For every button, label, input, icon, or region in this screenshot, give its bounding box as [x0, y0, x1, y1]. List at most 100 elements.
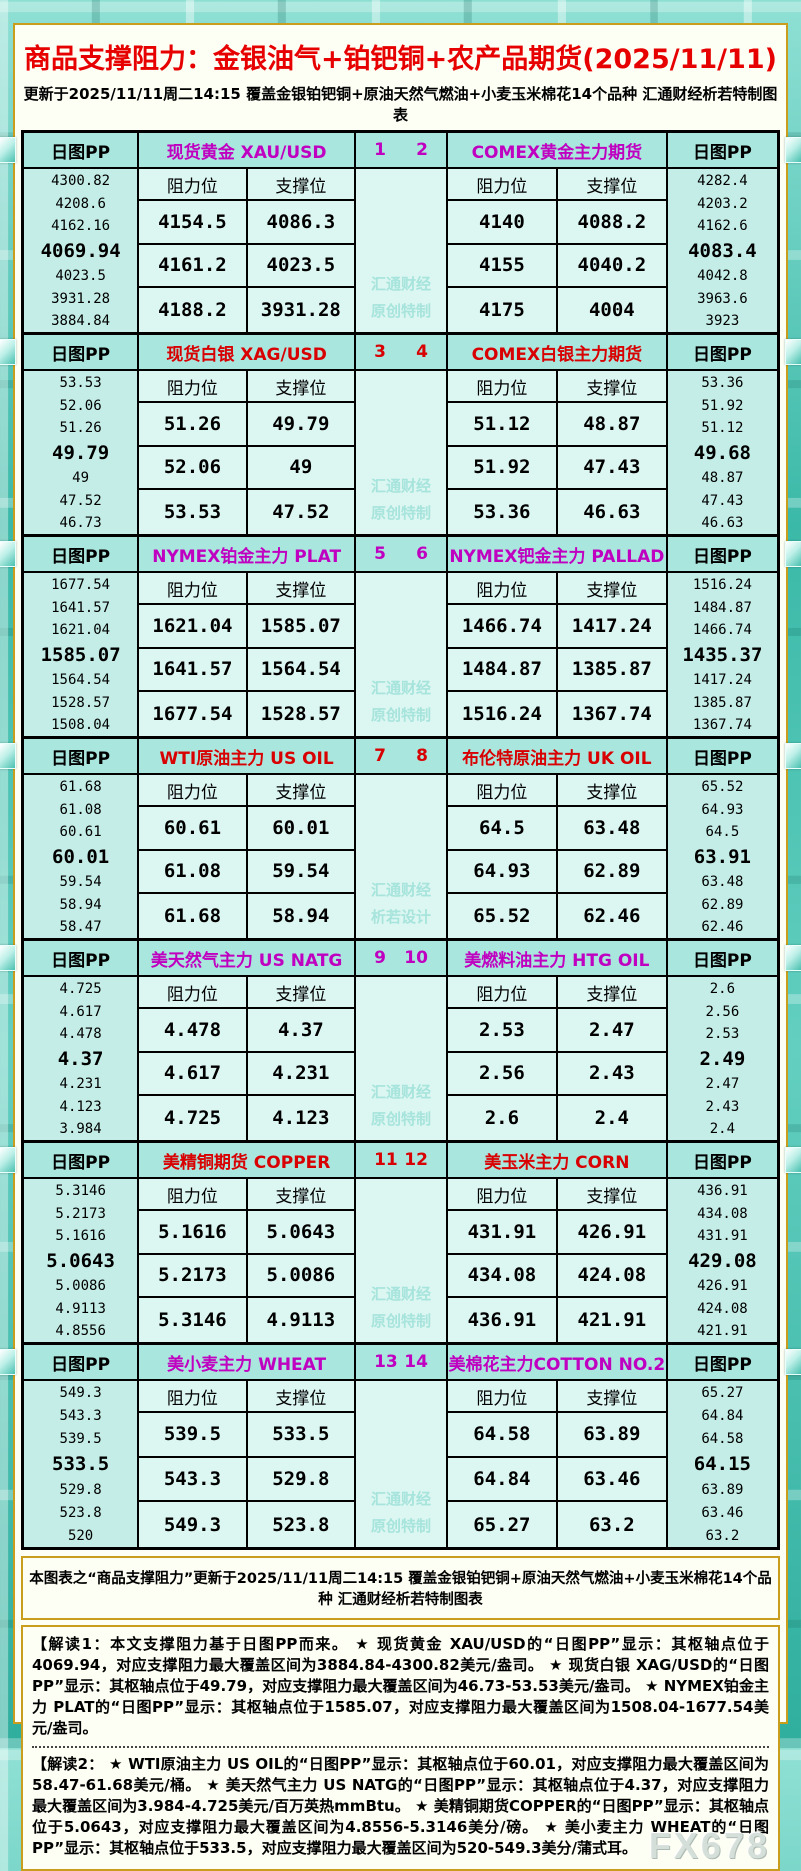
support-value: 4088.2: [557, 201, 668, 245]
pivot-value-central: 4069.94: [40, 239, 121, 262]
edge-gem-right: [785, 945, 801, 971]
pivot-column-left: 1677.54 1641.57 1621.04 1585.07 1564.54 1528.…: [24, 573, 140, 736]
panel-numbers: 13 14: [356, 1345, 448, 1379]
watermark-line-2: 原创特制: [370, 1517, 431, 1536]
support-header: 支撑位: [557, 1381, 668, 1413]
pivot-value: 64.5: [705, 824, 740, 840]
instrument-title-left: 美天然气主力 US NATG: [139, 941, 357, 975]
sr-table-left: 阻力位 支撑位 60.61 60.01 61.08 59.54 61.68 58.94: [139, 775, 357, 938]
watermark-column: 汇通财经 原创特制: [356, 169, 448, 332]
resistance-header: 阻力位: [139, 371, 248, 403]
pivot-value: 4.123: [59, 1098, 102, 1115]
pivot-value: 63.48: [701, 874, 744, 890]
sr-table-left: 阻力位 支撑位 5.1616 5.0643 5.2173 5.0086 5.3146 4.91…: [139, 1179, 357, 1342]
panel-body: 53.53 52.06 51.26 49.79 49 47.52 46.73 阻力位 支撑位 51…: [24, 371, 777, 534]
edge-gem-left: [0, 339, 16, 365]
edge-gem-right: [785, 541, 801, 567]
support-header: 支撑位: [557, 1179, 668, 1211]
pivot-value: 1417.24: [692, 672, 752, 688]
resistance-header: 阻力位: [447, 1381, 558, 1413]
watermark-text: 汇通财经 原创特制: [356, 1281, 446, 1337]
panel-number-right: 12: [404, 1150, 428, 1170]
support-value: 2.43: [557, 1052, 668, 1097]
support-value: 1585.07: [247, 605, 357, 649]
resistance-header: 阻力位: [447, 775, 558, 807]
instrument-title-left: NYMEX铂金主力 PLAT: [139, 537, 357, 571]
pivot-column-right: 65.52 64.93 64.5 63.91 63.48 62.89 62.46: [667, 775, 777, 938]
panel-numbers: 9 10: [356, 941, 448, 975]
pivot-column-right: 65.27 64.84 64.58 64.15 63.89 63.46 63.2: [667, 1381, 777, 1547]
pivot-value: 4.9113: [55, 1300, 106, 1317]
watermark-column: 汇通财经 原创特制: [356, 1179, 448, 1342]
edge-gem-left: [0, 1349, 16, 1375]
pivot-value: 2.47: [705, 1076, 740, 1092]
panel-number-right: 2: [416, 140, 428, 160]
pivot-value: 2.43: [705, 1098, 740, 1115]
support-header: 支撑位: [557, 169, 668, 201]
pivot-value: 48.87: [701, 470, 744, 486]
watermark-text: 汇通财经 析若设计: [356, 877, 446, 933]
resistance-value: 61.08: [139, 850, 248, 895]
daily-pp-label-left: 日图PP: [24, 133, 140, 167]
resistance-value: 64.58: [447, 1413, 558, 1458]
pivot-value: 59.54: [59, 874, 102, 890]
resistance-header: 阻力位: [447, 573, 558, 605]
panel-header: 日图PP 美天然气主力 US NATG 9 10 美燃料油主力 HTG OIL 日图PP: [24, 941, 777, 977]
resistance-value: 1621.04: [139, 605, 248, 649]
panel-row: 日图PP 美精铜期货 COPPER 11 12 美玉米主力 CORN 日图PP 5.3146…: [0, 1143, 801, 1345]
instrument-title-left: 现货黄金 XAU/USD: [139, 133, 357, 167]
resistance-value: 5.2173: [139, 1254, 248, 1299]
support-header: 支撑位: [247, 1179, 357, 1211]
pivot-value: 2.56: [705, 1003, 740, 1020]
resistance-value: 436.91: [447, 1298, 558, 1342]
resistance-header: 阻力位: [139, 1381, 248, 1413]
panel-number-right: 10: [404, 948, 428, 968]
daily-pp-label-right: 日图PP: [692, 344, 752, 365]
pivot-value: 2.4: [709, 1121, 736, 1137]
pivot-value-central: 4.37: [57, 1047, 104, 1070]
support-value: 1367.74: [557, 692, 668, 736]
subtitle: 更新于2025/11/11周二14:15 覆盖金银铂钯铜+原油天然气燃油+小麦玉…: [23, 85, 778, 124]
support-value: 4.9113: [247, 1298, 357, 1342]
support-value: 63.46: [557, 1457, 668, 1503]
panel-header: 日图PP 现货白银 XAG/USD 3 4 COMEX白银主力期货 日图PP: [24, 335, 777, 371]
pivot-value: 62.46: [701, 919, 744, 935]
pivot-value: 4282.4: [697, 173, 748, 189]
pivot-value: 4.231: [59, 1076, 102, 1092]
panel-header: 日图PP WTI原油主力 US OIL 7 8 布伦特原油主力 UK OIL 日图PP: [24, 739, 777, 775]
pivot-value: 1641.57: [51, 599, 111, 616]
support-header: 支撑位: [247, 775, 357, 807]
edge-gem-right: [785, 743, 801, 769]
pivot-value: 424.08: [697, 1300, 748, 1317]
support-value: 60.01: [247, 807, 357, 851]
pivot-value: 1516.24: [692, 577, 752, 593]
pivot-column-right: 53.36 51.92 51.12 49.68 48.87 47.43 46.63: [667, 371, 777, 534]
pivot-value: 4162.16: [51, 218, 111, 234]
support-value: 63.89: [557, 1413, 668, 1458]
resistance-value: 60.61: [139, 807, 248, 851]
pivot-value: 5.3146: [55, 1183, 106, 1199]
daily-pp-label-left: 日图PP: [24, 537, 140, 571]
pivot-value: 61.68: [59, 779, 102, 795]
daily-pp-label-right: 日图PP: [692, 748, 752, 769]
support-header: 支撑位: [247, 169, 357, 201]
panel-header: 日图PP 现货黄金 XAU/USD 1 2 COMEX黄金主力期货 日图PP: [24, 133, 777, 169]
support-header: 支撑位: [247, 573, 357, 605]
pivot-column-right: 4282.4 4203.2 4162.6 4083.4 4042.8 3963.6 3923: [667, 169, 777, 332]
panel-number-right: 4: [416, 342, 428, 362]
pivot-value: 4203.2: [697, 195, 748, 212]
panels-grid: 日图PP 现货黄金 XAU/USD 1 2 COMEX黄金主力期货 日图PP 4300.82…: [0, 130, 801, 1550]
support-value: 48.87: [557, 403, 668, 447]
edge-gem-left: [0, 541, 16, 567]
watermark-line-1: 汇通财经: [370, 1489, 431, 1508]
resistance-value: 543.3: [139, 1457, 248, 1503]
pivot-value: 436.91: [697, 1183, 748, 1199]
pivot-value: 51.12: [701, 420, 744, 436]
panel-body: 5.3146 5.2173 5.1616 5.0643 5.0086 4.9113 4.85…: [24, 1179, 777, 1342]
pivot-value: 434.08: [697, 1205, 748, 1222]
instrument-title-right: 美玉米主力 CORN: [448, 1143, 668, 1177]
pivot-value: 1484.87: [692, 599, 752, 616]
pivot-value: 3931.28: [51, 290, 111, 307]
